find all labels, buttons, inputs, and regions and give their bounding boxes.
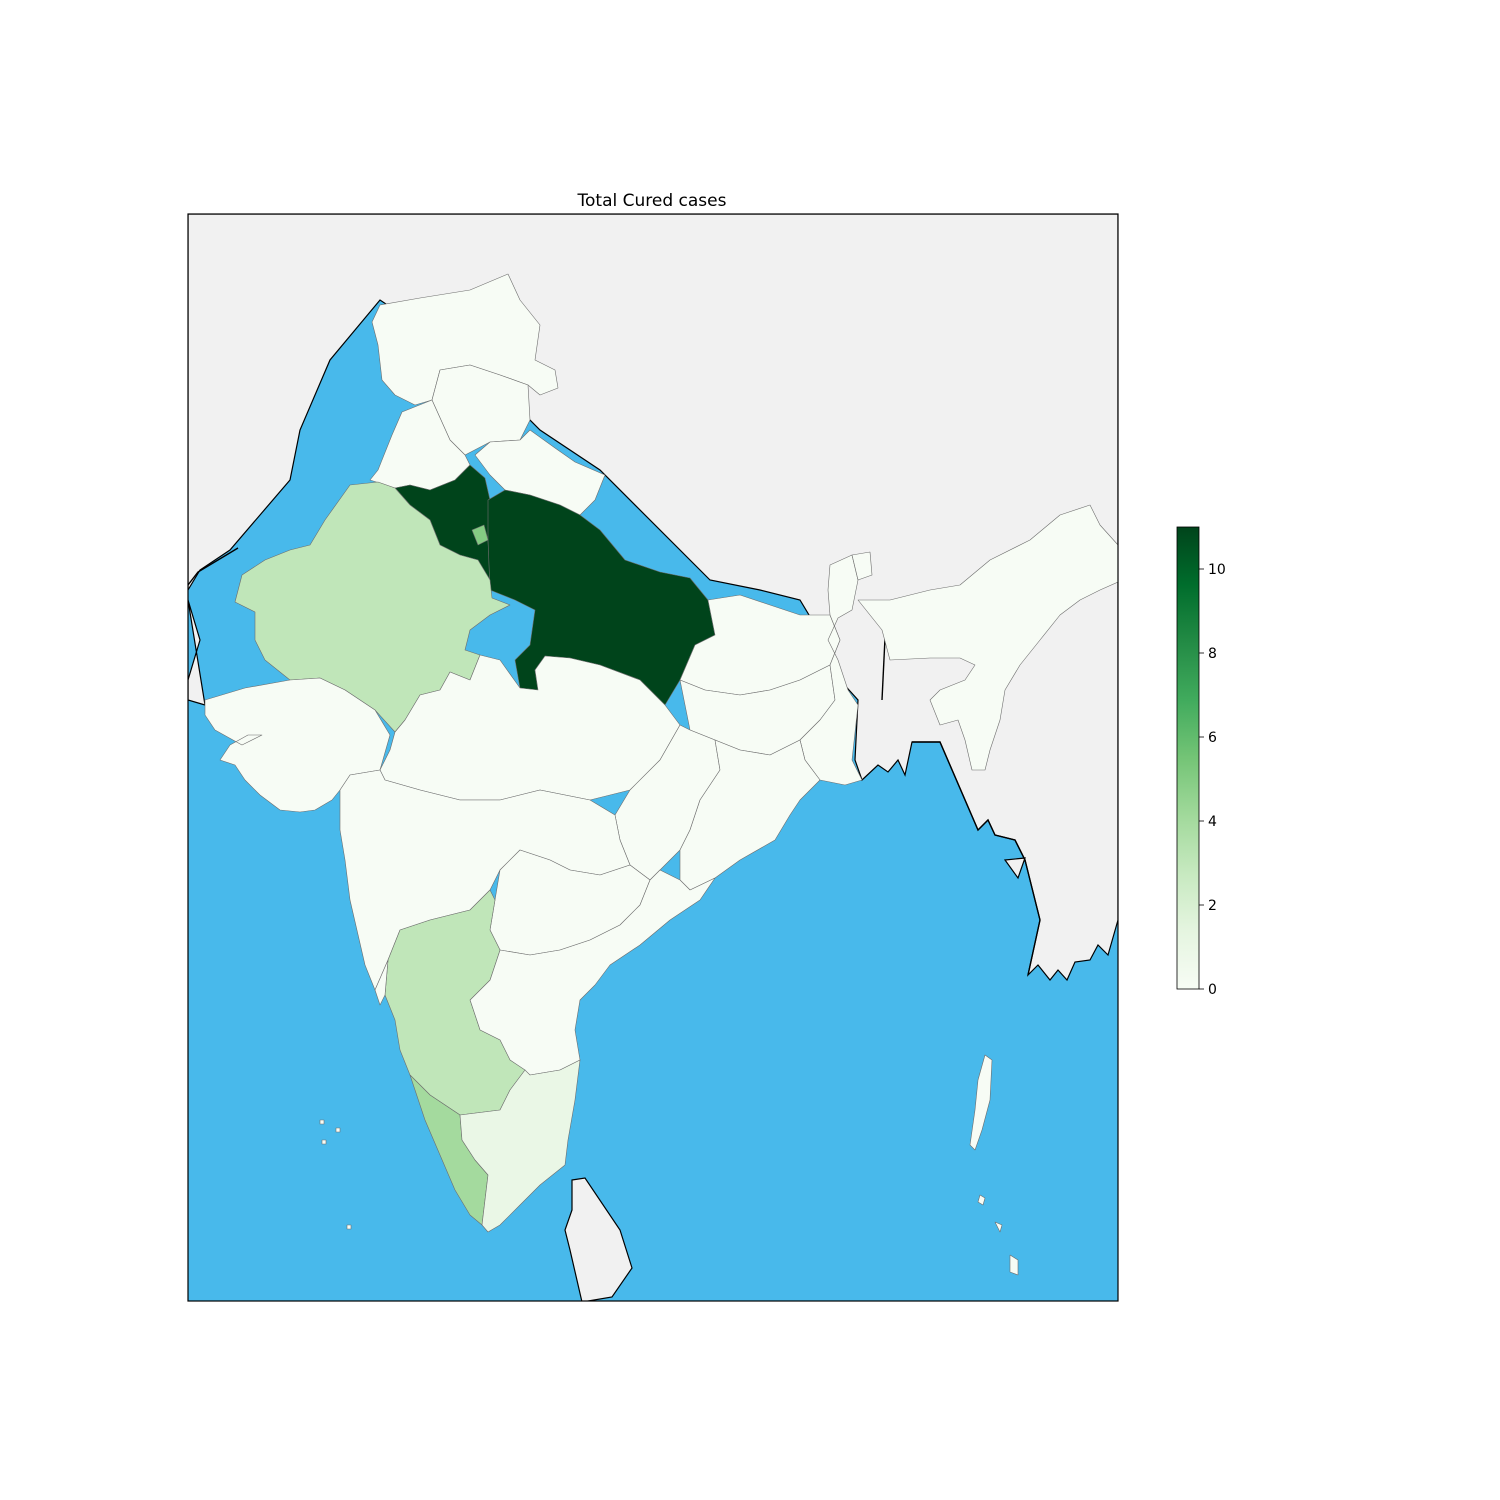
colorbar-ticks: 0 2 4 6 8 10 bbox=[1199, 562, 1226, 998]
foreign-land-west bbox=[188, 599, 206, 706]
region-odisha bbox=[679, 739, 821, 891]
region-west-bengal bbox=[799, 554, 863, 786]
colorbar-gradient bbox=[1176, 526, 1200, 990]
coastline-east bbox=[912, 741, 1041, 976]
colorbar-tick-label: 2 bbox=[1208, 898, 1217, 914]
colorbar: 0 2 4 6 8 10 bbox=[1176, 526, 1226, 998]
region-lakshadweep bbox=[319, 1119, 352, 1230]
region-sikkim bbox=[851, 551, 873, 581]
region-uttarakhand bbox=[474, 429, 606, 516]
border-line-east bbox=[881, 637, 886, 701]
region-delhi bbox=[471, 524, 489, 546]
region-gujarat bbox=[204, 677, 391, 813]
region-andaman-and-nicobar bbox=[969, 1054, 1019, 1276]
colorbar-tick-label: 6 bbox=[1208, 730, 1217, 746]
colorbar-tick-label: 0 bbox=[1208, 982, 1217, 998]
colorbar-tick-label: 8 bbox=[1208, 646, 1217, 662]
map-frame bbox=[187, 213, 1119, 1302]
region-goa bbox=[374, 959, 389, 1006]
region-northeast-states bbox=[857, 504, 1118, 771]
map-axes bbox=[188, 214, 1118, 1301]
colorbar-tick-label: 10 bbox=[1208, 562, 1226, 578]
foreign-land-islet bbox=[1003, 857, 1026, 880]
colorbar-tick-label: 4 bbox=[1208, 814, 1217, 830]
region-karnataka bbox=[384, 889, 526, 1116]
india-states bbox=[204, 273, 1118, 1276]
sri-lanka bbox=[564, 1177, 633, 1301]
border-line-west bbox=[188, 547, 239, 586]
foreign-land-north bbox=[188, 214, 1118, 982]
map-title: Total Cured cases bbox=[577, 191, 727, 211]
region-tamil-nadu bbox=[459, 1059, 581, 1233]
